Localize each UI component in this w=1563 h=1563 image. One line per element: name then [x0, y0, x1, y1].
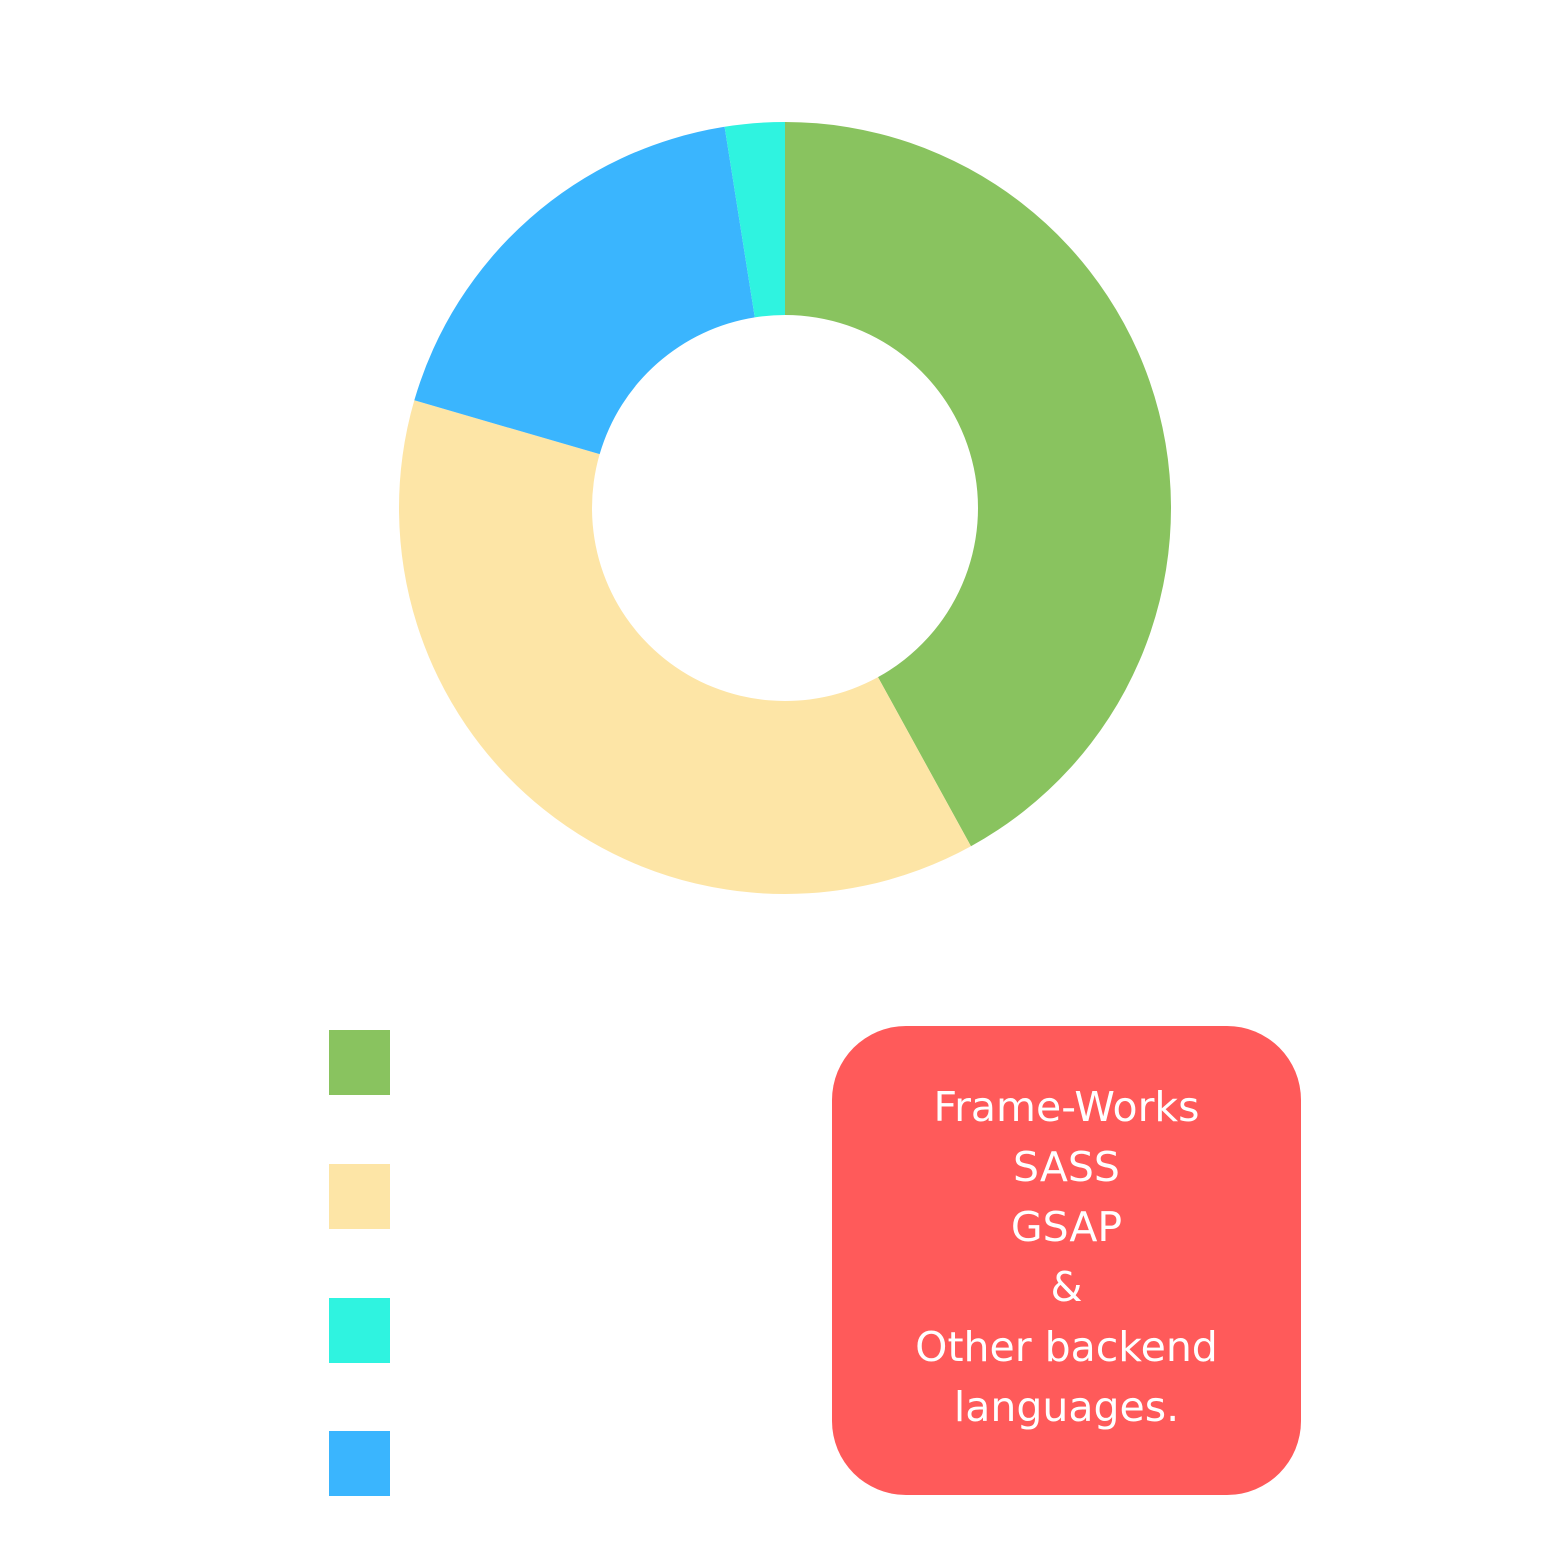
legend-swatch-2: [329, 1164, 390, 1229]
donut-slice-1: [785, 122, 1171, 847]
donut-slices: [398, 122, 1171, 894]
note-line-sass: SASS: [1013, 1142, 1120, 1191]
note-line-frameworks: Frame-Works: [933, 1082, 1200, 1131]
note-line-languages: languages.: [953, 1382, 1180, 1431]
note-text: Frame-Works SASS GSAP & Other backend la…: [915, 1077, 1218, 1437]
note-box: Frame-Works SASS GSAP & Other backend la…: [832, 1026, 1301, 1495]
donut-chart: [398, 122, 1171, 894]
legend-swatch-4: [329, 1431, 390, 1496]
donut-slice-4: [724, 122, 785, 318]
legend-swatch-3: [329, 1298, 390, 1363]
note-line-gsap: GSAP: [1010, 1202, 1123, 1251]
legend-swatch-1: [329, 1030, 390, 1095]
donut-slice-3: [414, 126, 755, 455]
note-line-other-backend: Other backend: [915, 1322, 1218, 1371]
note-line-ampersand: &: [1050, 1262, 1083, 1311]
donut-slice-2: [398, 400, 971, 894]
